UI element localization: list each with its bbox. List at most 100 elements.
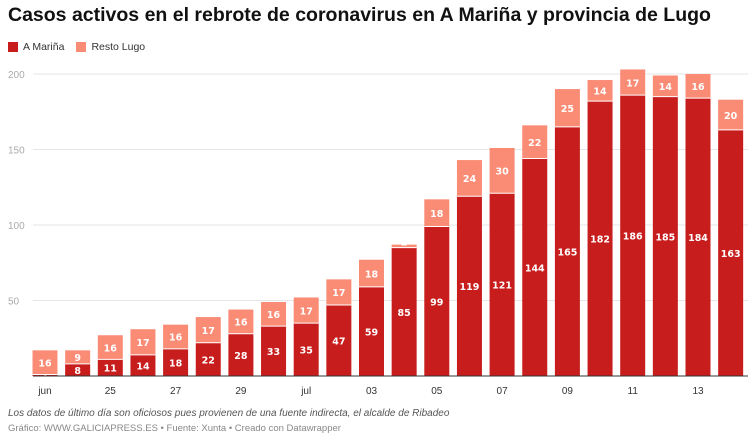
- data-label: 16: [38, 358, 52, 369]
- data-label: 18: [169, 358, 183, 369]
- y-tick-label: 50: [8, 297, 20, 308]
- x-tick-label: 07: [497, 386, 509, 397]
- bar-a-marina: [391, 247, 417, 376]
- data-label: 121: [492, 281, 512, 292]
- bar-a-marina: [620, 95, 646, 376]
- bar-resto-lugo: [293, 297, 319, 324]
- chart-source: Gráfico: WWW.GALICIAPRESS.ES • Fuente: X…: [8, 423, 341, 434]
- data-label: 144: [525, 263, 545, 274]
- data-label: 14: [593, 87, 607, 98]
- bar-resto-lugo: [456, 160, 482, 197]
- bar-resto-lugo: [718, 99, 744, 130]
- data-label: 16: [691, 82, 705, 93]
- bar-a-marina: [359, 286, 384, 376]
- y-tick-label: 200: [8, 70, 25, 81]
- x-tick-label: 03: [366, 386, 378, 397]
- legend-item-resto-lugo: Resto Lugo: [76, 41, 145, 53]
- bar-a-marina: [456, 196, 482, 376]
- bar-resto-lugo: [163, 324, 189, 349]
- data-label: 22: [528, 138, 541, 149]
- data-label: 59: [365, 327, 378, 338]
- data-label: 33: [267, 347, 280, 358]
- bar-resto-lugo: [489, 147, 515, 194]
- bar-resto-lugo: [65, 350, 91, 364]
- data-label: 14: [136, 361, 150, 372]
- data-label: 18: [430, 209, 444, 220]
- bar-a-marina: [489, 193, 515, 376]
- chart-title: Casos activos en el rebrote de coronavir…: [8, 4, 711, 26]
- data-label: 163: [721, 249, 741, 260]
- x-tick-label: 13: [692, 386, 704, 397]
- bar-a-marina: [587, 101, 613, 377]
- data-label: 182: [590, 235, 610, 246]
- bar-resto-lugo: [424, 199, 450, 227]
- bar-a-marina: [652, 96, 678, 377]
- bar-resto-lugo: [652, 75, 678, 97]
- legend-swatch: [8, 42, 18, 52]
- bar-a-marina: [685, 98, 711, 376]
- bar-a-marina: [424, 226, 450, 376]
- bar-a-marina: [32, 374, 58, 376]
- bar-a-marina: [65, 363, 91, 376]
- bar-resto-lugo: [261, 302, 287, 327]
- data-label: 17: [136, 338, 149, 349]
- data-label: 186: [623, 232, 643, 243]
- legend-swatch: [76, 42, 87, 52]
- x-tick-label: 11: [628, 386, 639, 397]
- x-tick-label: 25: [105, 386, 117, 397]
- legend-item-a-marina: A Mariña: [8, 41, 64, 53]
- bar-resto-lugo: [620, 69, 646, 96]
- data-label: 30: [495, 167, 509, 178]
- bar-resto-lugo: [554, 89, 580, 127]
- data-label: 2: [401, 238, 408, 249]
- legend-label: Resto Lugo: [91, 41, 146, 53]
- data-label: 16: [169, 333, 183, 344]
- bar-a-marina: [293, 323, 319, 376]
- bar-resto-lugo: [130, 329, 156, 355]
- data-label: 184: [688, 233, 708, 244]
- x-tick-label: 09: [562, 386, 574, 397]
- x-tick-label: 05: [431, 386, 443, 397]
- data-label: 99: [430, 297, 443, 308]
- data-label: 17: [332, 288, 345, 299]
- data-label: 18: [365, 269, 379, 280]
- legend: A Mariña Resto Lugo: [8, 41, 145, 53]
- bar-resto-lugo: [195, 317, 221, 343]
- data-label: 17: [202, 326, 215, 337]
- bar-resto-lugo: [359, 259, 384, 287]
- data-label: 119: [460, 282, 480, 293]
- chart-note: Los datos de último día son oficiosos pu…: [8, 408, 450, 419]
- x-tick-label: jun: [37, 386, 51, 397]
- data-label: 24: [463, 174, 477, 185]
- data-label: 9: [74, 353, 81, 364]
- data-label: 17: [300, 306, 313, 317]
- data-label: 16: [234, 318, 248, 329]
- bar-resto-lugo: [228, 309, 254, 334]
- data-label: 16: [104, 343, 118, 354]
- bar-a-marina: [163, 348, 189, 376]
- bar-resto-lugo: [522, 125, 548, 159]
- bar-resto-lugo: [587, 80, 613, 102]
- y-tick-label: 150: [8, 146, 25, 157]
- legend-label: A Mariña: [23, 41, 65, 53]
- data-label: 22: [202, 355, 215, 366]
- bar-a-marina: [326, 305, 352, 376]
- data-label: 25: [561, 104, 574, 115]
- data-label: 35: [300, 346, 313, 357]
- data-label: 28: [234, 351, 248, 362]
- data-label: 14: [659, 82, 673, 93]
- bar-resto-lugo: [391, 244, 417, 248]
- x-tick-label: 27: [170, 386, 182, 397]
- data-label: 165: [557, 247, 577, 258]
- data-label: 20: [724, 111, 738, 122]
- bar-a-marina: [554, 126, 580, 376]
- bar-resto-lugo: [32, 350, 58, 375]
- bar-a-marina: [130, 354, 156, 376]
- data-label: 185: [655, 232, 675, 243]
- bar-a-marina: [261, 326, 287, 376]
- bar-a-marina: [718, 129, 744, 376]
- bar-a-marina: [522, 158, 548, 376]
- data-label: 8: [74, 366, 81, 377]
- bar-resto-lugo: [685, 74, 711, 99]
